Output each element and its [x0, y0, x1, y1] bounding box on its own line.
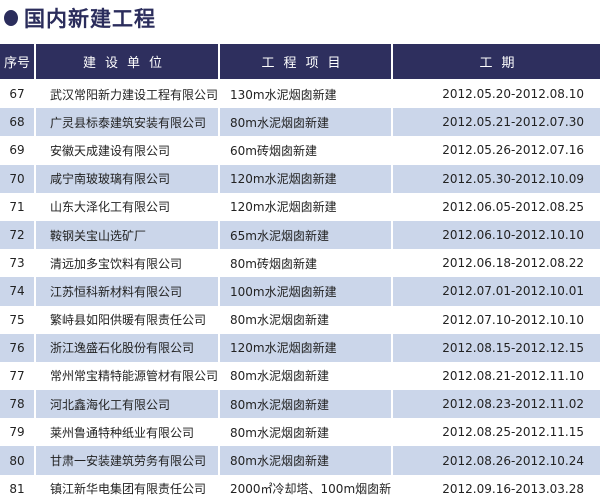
row-unit: 广灵县标泰建筑安装有限公司: [36, 108, 218, 137]
row-project: 60m砖烟囱新建: [230, 143, 317, 158]
row-unit: 常州常宝精特能源管材有限公司: [50, 369, 218, 384]
row-project: 100m水泥烟囱新建: [220, 277, 391, 306]
table-row: 79 莱州鲁通特种纸业有限公司 80m水泥烟囱新建 2012.08.25-2012.1…: [0, 418, 600, 446]
row-period: 2012.08.25-2012.11.15: [442, 425, 584, 440]
row-project: 80m水泥烟囱新建: [230, 369, 329, 384]
row-number: 80: [0, 446, 34, 475]
row-number: 67: [9, 87, 25, 102]
table-row: 75 繁峙县如阳供暖有限责任公司 80m水泥烟囱新建 2012.07.10-2012.…: [0, 306, 600, 334]
table-row: 74 江苏恒科新材料有限公司 100m水泥烟囱新建 2012.07.01-2012.1…: [0, 277, 600, 306]
row-project: 120m水泥烟囱新建: [230, 200, 337, 215]
row-period: 2012.08.26-2012.10.24: [393, 446, 600, 475]
row-period: 2012.08.23-2012.11.02: [393, 390, 600, 419]
row-project: 130m水泥烟囱新建: [230, 87, 337, 102]
row-number: 69: [9, 143, 25, 158]
projects-table: 序号 建设单位 工程项目 工期 67 武汉常阳新力建设工程有限公司 130m水泥烟囱…: [0, 44, 600, 503]
row-unit: 莱州鲁通特种纸业有限公司: [50, 425, 195, 440]
table-row: 72 鞍钢关宝山选矿厂 65m水泥烟囱新建 2012.06.10-2012.10.10: [0, 220, 600, 250]
row-project: 80m砖烟囱新建: [230, 256, 317, 271]
row-period: 2012.05.30-2012.10.09: [393, 164, 600, 193]
row-period: 2012.09.16-2013.03.28: [442, 481, 584, 496]
row-project: 65m水泥烟囱新建: [220, 220, 391, 250]
row-period: 2012.05.21-2012.07.30: [393, 108, 600, 137]
row-project: 120m水泥烟囱新建: [220, 333, 391, 362]
row-period: 2012.06.18-2012.08.22: [442, 256, 584, 271]
header-project: 工程项目: [220, 44, 391, 80]
row-number: 71: [9, 199, 25, 214]
row-unit: 江苏恒科新材料有限公司: [36, 277, 218, 306]
row-period: 2012.05.20-2012.08.10: [442, 87, 584, 102]
table-row: 69 安徽天成建设有限公司 60m砖烟囱新建 2012.05.26-2012.07.1…: [0, 136, 600, 164]
row-unit: 甘肃一安装建筑劳务有限公司: [36, 446, 218, 475]
table-row: 78 河北鑫海化工有限公司 80m水泥烟囱新建 2012.08.23-2012.11.…: [0, 390, 600, 419]
section-title: 国内新建工程: [4, 4, 156, 32]
row-unit: 河北鑫海化工有限公司: [36, 390, 218, 419]
row-number: 70: [0, 164, 34, 193]
row-project: 120m水泥烟囱新建: [220, 164, 391, 193]
table-row: 81 镇江新华电集团有限责任公司 2000㎡冷却塔、100m烟囱新建 2012.09.…: [0, 475, 600, 503]
row-unit: 咸宁南玻玻璃有限公司: [36, 164, 218, 193]
bullet-icon: [4, 10, 18, 26]
row-number: 68: [0, 108, 34, 137]
table-row: 67 武汉常阳新力建设工程有限公司 130m水泥烟囱新建 2012.05.20-201…: [0, 80, 600, 108]
row-period: 2012.06.05-2012.08.25: [442, 199, 584, 214]
section-title-text: 国内新建工程: [24, 7, 156, 31]
table-header: 序号 建设单位 工程项目 工期: [0, 44, 600, 80]
header-seq: 序号: [0, 44, 34, 80]
row-project: 80m水泥烟囱新建: [220, 390, 391, 419]
row-project: 80m水泥烟囱新建: [230, 425, 329, 440]
row-unit: 山东大泽化工有限公司: [50, 200, 171, 215]
row-number: 78: [0, 390, 34, 419]
row-number: 73: [9, 256, 25, 271]
row-unit: 清远加多宝饮料有限公司: [50, 256, 183, 271]
row-period: 2012.08.21-2012.11.10: [442, 368, 584, 383]
row-number: 75: [9, 312, 25, 327]
row-project: 80m水泥烟囱新建: [220, 108, 391, 137]
row-period: 2012.05.26-2012.07.16: [442, 143, 584, 158]
table-row: 73 清远加多宝饮料有限公司 80m砖烟囱新建 2012.06.18-2012.08.…: [0, 249, 600, 277]
table-row: 71 山东大泽化工有限公司 120m水泥烟囱新建 2012.06.05-2012.08…: [0, 193, 600, 221]
row-number: 77: [9, 368, 25, 383]
header-unit: 建设单位: [36, 44, 218, 80]
table-row: 76 浙江逸盛石化股份有限公司 120m水泥烟囱新建 2012.08.15-2012.…: [0, 333, 600, 362]
row-number: 81: [9, 481, 25, 496]
row-unit: 镇江新华电集团有限责任公司: [50, 482, 207, 497]
row-number: 76: [0, 333, 34, 362]
row-number: 74: [0, 277, 34, 306]
row-project: 2000㎡冷却塔、100m烟囱新建: [230, 482, 391, 497]
row-number: 79: [9, 425, 25, 440]
row-project: 80m水泥烟囱新建: [230, 313, 329, 328]
row-period: 2012.07.10-2012.10.10: [442, 312, 584, 327]
table-row: 70 咸宁南玻玻璃有限公司 120m水泥烟囱新建 2012.05.30-2012.10…: [0, 164, 600, 193]
row-period: 2012.06.10-2012.10.10: [393, 220, 600, 250]
row-unit: 浙江逸盛石化股份有限公司: [36, 333, 218, 362]
header-period: 工期: [393, 44, 600, 80]
row-unit: 鞍钢关宝山选矿厂: [36, 220, 218, 250]
row-project: 80m水泥烟囱新建: [220, 446, 391, 475]
table-row: 80 甘肃一安装建筑劳务有限公司 80m水泥烟囱新建 2012.08.26-2012.…: [0, 446, 600, 475]
row-period: 2012.08.15-2012.12.15: [393, 333, 600, 362]
row-unit: 安徽天成建设有限公司: [50, 143, 171, 158]
row-unit: 武汉常阳新力建设工程有限公司: [50, 87, 218, 102]
row-unit: 繁峙县如阳供暖有限责任公司: [50, 313, 207, 328]
table-row: 68 广灵县标泰建筑安装有限公司 80m水泥烟囱新建 2012.05.21-2012.…: [0, 108, 600, 137]
table-row: 77 常州常宝精特能源管材有限公司 80m水泥烟囱新建 2012.08.21-2012…: [0, 362, 600, 390]
row-number: 72: [0, 220, 34, 250]
row-period: 2012.07.01-2012.10.01: [393, 277, 600, 306]
